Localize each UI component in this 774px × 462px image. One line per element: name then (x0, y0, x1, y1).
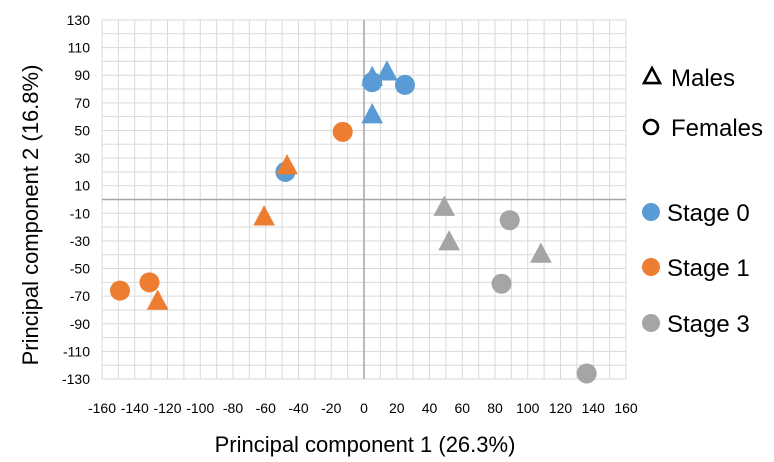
data-point-circle (499, 210, 520, 231)
y-tick-label: -90 (70, 316, 90, 332)
y-tick-label: -10 (70, 205, 90, 221)
y-tick-label: -110 (63, 343, 90, 359)
x-tick-label: 20 (389, 400, 405, 416)
x-tick-label: -100 (186, 400, 214, 416)
data-point-triangle (530, 242, 552, 263)
x-tick-label: -140 (121, 400, 149, 416)
data-point-circle (110, 280, 131, 301)
legend-label: Stage 1 (667, 255, 750, 282)
y-axis-title: Principal component 2 (16.8%) (18, 65, 43, 366)
y-tick-label: 70 (74, 95, 90, 111)
legend: Males Females Stage 0 Stage 1 Stage 3 (641, 65, 763, 338)
axes (102, 20, 626, 379)
legend-label: Stage 0 (667, 200, 750, 227)
y-tick-label: 10 (74, 178, 90, 194)
x-tick-label: 0 (360, 400, 368, 416)
data-point-circle (491, 273, 512, 294)
x-tick-label: 40 (422, 400, 438, 416)
legend-label: Males (671, 65, 735, 92)
legend-label: Stage 3 (667, 311, 750, 338)
data-point-circle (139, 272, 160, 293)
x-tick-label: 80 (487, 400, 503, 416)
x-tick-label: -80 (223, 400, 243, 416)
y-tick-label: -130 (62, 371, 90, 387)
data-point-circle (362, 72, 383, 93)
data-point-triangle (361, 103, 384, 124)
x-axis-title: Principal component 1 (26.3%) (215, 432, 516, 457)
data-point-triangle (438, 230, 460, 251)
x-tick-label: 60 (454, 400, 470, 416)
x-tick-label: -40 (288, 400, 308, 416)
y-tick-label: -70 (70, 288, 90, 304)
legend-marker-stage (642, 203, 660, 221)
tick-labels: 130 110 90 70 50 30 10 -10 -30 -50 -70 -90 -110 -130 -… (62, 12, 638, 416)
x-tick-label: 120 (549, 400, 573, 416)
data-point-triangle (253, 205, 275, 226)
y-tick-label: -50 (70, 261, 90, 277)
data-point-triangle (433, 195, 456, 216)
data-point-circle (394, 74, 415, 95)
x-tick-label: 100 (516, 400, 540, 416)
legend-marker-circle (642, 118, 660, 136)
x-tick-label: 140 (582, 400, 606, 416)
y-tick-label: 50 (74, 122, 90, 138)
data-point-triangle (276, 154, 298, 175)
data-point-triangle (146, 289, 169, 310)
x-tick-label: -160 (88, 400, 116, 416)
x-tick-label: -120 (153, 400, 181, 416)
y-tick-label: 110 (68, 40, 91, 56)
y-tick-label: 30 (74, 150, 90, 166)
x-tick-label: -60 (256, 400, 276, 416)
y-tick-label: 130 (67, 12, 91, 28)
legend-marker-stage (642, 314, 660, 332)
y-tick-label: -30 (70, 233, 90, 249)
y-tick-label: 90 (74, 67, 90, 83)
legend-label: Females (671, 115, 763, 142)
legend-marker-triangle (641, 65, 663, 85)
legend-marker-stage (642, 258, 660, 276)
data-point-circle (576, 363, 597, 384)
data-points (110, 60, 597, 384)
data-point-circle (332, 121, 353, 142)
x-tick-label: -20 (321, 400, 341, 416)
data-point-triangle (376, 60, 398, 81)
x-tick-label: 160 (614, 400, 638, 416)
